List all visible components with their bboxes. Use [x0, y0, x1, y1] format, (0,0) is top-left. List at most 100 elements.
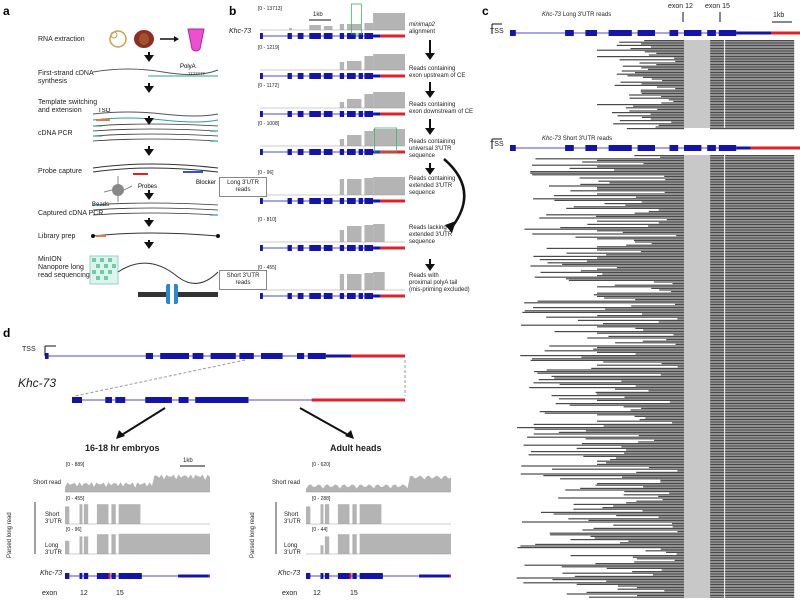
short-reads-read-tail — [710, 454, 795, 456]
long-reads-read-tail — [710, 62, 795, 64]
short-reads-read — [642, 340, 684, 342]
short-reads-read — [583, 455, 684, 457]
short-reads-read-tail — [710, 473, 795, 475]
coverage-b-1-bar — [339, 62, 345, 70]
gene-model-b-2-exon — [347, 111, 356, 117]
short-reads-read — [613, 505, 684, 507]
range-d-e0: [0 - 889] — [66, 462, 85, 468]
short-reads-read — [546, 316, 684, 318]
short-reads-read-tail — [710, 183, 795, 185]
short-reads-read — [659, 289, 684, 291]
short-reads-read-tail — [710, 195, 795, 197]
short-reads-read-tail — [710, 251, 795, 253]
gene-model-b-5-exon — [309, 245, 321, 251]
short-reads-read-tail — [710, 436, 795, 438]
short-reads-read — [549, 185, 684, 187]
short-reads-read — [636, 587, 684, 589]
short-read-label-a: Short read — [272, 480, 301, 486]
gene-model-d-full-exon — [45, 353, 49, 359]
short-reads-read-tail — [710, 497, 795, 499]
short-reads-read-tail — [710, 329, 795, 331]
tissue-icons — [109, 28, 205, 52]
short-reads-read — [558, 431, 684, 433]
long-reads-read — [641, 83, 684, 85]
long-reads-read-tail — [710, 108, 795, 110]
short-reads-read — [590, 535, 684, 537]
short-reads-read — [660, 548, 684, 550]
gene-model-b-2-utr-extended — [380, 112, 405, 116]
step-cdna-pcr: cDNA PCR — [38, 130, 73, 137]
short-reads-read-tail — [710, 467, 795, 469]
gene-model-b-4-exon — [339, 198, 345, 204]
long-reads-read — [656, 64, 684, 66]
short-reads-read — [577, 319, 684, 321]
range-d-a2: [0 - 44] — [312, 527, 328, 533]
long-reads-read — [641, 67, 684, 69]
short-reads-read — [638, 435, 684, 437]
coverage-b-0-bar — [309, 25, 321, 30]
short-reads-read-tail — [710, 305, 795, 307]
embryo-gene-model-exon — [118, 573, 142, 579]
adult-short-utr-cov-bar — [306, 506, 311, 524]
gene-model-d-full-exon — [297, 353, 305, 359]
range-b-0: [0 - 13713] — [258, 6, 282, 12]
short-reads-read-tail — [710, 254, 795, 256]
gene-model-d-full-exon — [307, 353, 326, 359]
short-reads-read-tail — [710, 550, 795, 552]
gene-model-c-long-exon — [718, 30, 737, 36]
long-reads-read — [629, 94, 684, 96]
adult-short-utr-cov-bar — [352, 504, 357, 524]
long-reads-read-tail — [710, 73, 795, 75]
short-reads-read-tail — [710, 315, 795, 317]
short-reads-read-tail — [710, 233, 795, 235]
long-reads-read-tail — [710, 97, 795, 99]
short-reads-read-tail — [710, 193, 795, 195]
short-reads-read — [660, 374, 684, 376]
adult-ce-mark — [349, 573, 352, 579]
gene-model-b-6-exon — [260, 293, 263, 299]
short-reads-read-tail — [710, 431, 795, 433]
short-reads-read-tail — [710, 267, 795, 269]
svg-text:TTTTTTT: TTTTTTT — [188, 71, 206, 76]
short-reads-read-tail — [710, 252, 795, 254]
short-reads-read — [677, 366, 684, 368]
gene-model-b-4-exon — [364, 198, 374, 204]
short-reads-read-tail — [710, 479, 795, 481]
short-reads-read-tail — [710, 391, 795, 393]
short-reads-read-tail — [710, 412, 795, 414]
short-reads-read-tail — [710, 587, 795, 589]
short-reads-read — [534, 276, 684, 278]
gene-model-c-short-exon — [669, 145, 679, 151]
gene-model-b-5-exon — [287, 245, 292, 251]
short-reads-read-tail — [710, 484, 795, 486]
short-reads-read — [530, 359, 684, 361]
short-reads-read — [636, 558, 684, 560]
short-reads-read-tail — [710, 334, 795, 336]
long-reads-read — [671, 121, 684, 123]
adult-long-utr-cov-bar — [359, 533, 451, 554]
short-reads-read-tail — [710, 580, 795, 582]
short-reads-read — [533, 382, 684, 384]
short-reads-read — [597, 351, 684, 353]
coverage-b-1-bar — [373, 54, 405, 70]
short-reads-read-tail — [710, 175, 795, 177]
short-reads-read-tail — [710, 353, 795, 355]
short-reads-read — [660, 479, 684, 481]
short-reads-read-tail — [710, 535, 795, 537]
short-reads-read — [516, 427, 684, 429]
gene-model-b-3-exon — [260, 149, 263, 155]
gene-model-b-5-exon — [297, 245, 304, 251]
gene-model-d-full-exon — [239, 353, 254, 359]
short-reads-read — [660, 481, 684, 483]
short-reads-read-tail — [710, 169, 795, 171]
gene-model-b-1-exon — [287, 73, 292, 79]
step-first-strand: First-strand cDNA synthesis — [38, 70, 94, 85]
short-reads-read — [597, 166, 684, 168]
short-reads-read-tail — [710, 513, 795, 515]
short-reads-read-tail — [710, 555, 795, 557]
long-reads-read — [644, 51, 684, 53]
short-reads-read — [604, 297, 684, 299]
short-reads-read-tail — [710, 443, 795, 445]
short-reads-read — [608, 335, 684, 337]
long-reads-read-tail — [710, 92, 795, 94]
